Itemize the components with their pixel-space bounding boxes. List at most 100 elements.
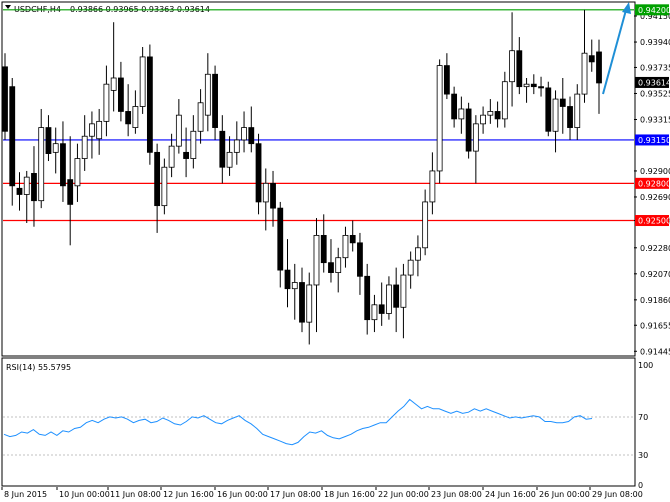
bull-candle-body <box>168 145 175 168</box>
candle <box>52 127 59 174</box>
candle <box>89 111 95 159</box>
bull-candle-body <box>74 158 81 187</box>
rsi-pane[interactable] <box>1 357 636 487</box>
bull-candle-body <box>52 143 59 153</box>
level-price-tag <box>635 134 669 146</box>
candle <box>306 272 313 345</box>
bull-candle-body <box>581 52 588 95</box>
candle <box>559 77 566 134</box>
price-pane[interactable] <box>1 1 636 357</box>
price-tick-label: 0.91655 <box>640 321 670 330</box>
rsi-level-0: 0 <box>638 481 643 490</box>
candle <box>313 218 320 333</box>
candle <box>38 108 45 209</box>
bull-candle-body <box>552 98 559 132</box>
candle <box>146 44 153 165</box>
bear-candle-body <box>277 207 284 271</box>
level-price-label: 0.92500 <box>638 217 670 226</box>
bear-candle-body <box>16 187 23 195</box>
bear-candle-body <box>284 269 291 290</box>
rsi-level-30: 30 <box>638 451 648 460</box>
price-tick-label: 0.92900 <box>640 167 670 176</box>
candle <box>262 168 269 231</box>
candle <box>219 115 226 184</box>
bull-candle-body <box>386 284 392 314</box>
candle <box>538 76 544 97</box>
candle <box>552 90 559 153</box>
bear-candle-body <box>545 87 552 132</box>
bull-candle-body <box>161 166 168 207</box>
time-tick-label: 24 Jun 16:00 <box>485 490 536 499</box>
time-tick-label: 12 Jun 16:00 <box>163 490 214 499</box>
candle <box>284 239 291 308</box>
candle <box>400 263 407 339</box>
bear-candle-body <box>219 130 226 168</box>
bull-candle-body <box>400 274 407 308</box>
time-tick-label: 22 Jun 00:00 <box>378 490 429 499</box>
level-price-label: 0.94200 <box>638 6 670 15</box>
time-tick-label: 8 Jun 2015 <box>4 490 47 499</box>
bull-candle-body <box>139 56 146 107</box>
trend-arrow-icon[interactable] <box>602 2 631 95</box>
support-resistance-lines[interactable] <box>3 9 634 222</box>
bear-candle-body <box>596 51 602 84</box>
candle <box>241 111 247 153</box>
candle <box>364 263 371 335</box>
bull-candle-body <box>458 108 465 120</box>
bull-candle-body <box>422 201 429 249</box>
candle <box>291 263 298 320</box>
candle <box>277 201 284 288</box>
candle <box>422 189 429 256</box>
price-level-labels: 0.94200 0.93150 0.92800 0.92500 0.93614 <box>635 4 670 227</box>
candle <box>328 239 334 283</box>
bear-candle-body <box>349 234 356 244</box>
candle <box>407 251 414 289</box>
candle <box>357 232 363 295</box>
bear-candle-body <box>212 73 218 128</box>
bear-candle-body <box>538 86 544 89</box>
candle <box>96 108 103 155</box>
candle <box>226 136 233 176</box>
bull-candle-body <box>233 139 240 153</box>
candle <box>596 39 602 114</box>
bull-candle-body <box>81 135 88 159</box>
bear-candle-body <box>465 108 472 152</box>
bull-candle-body <box>204 73 211 116</box>
bear-candle-body <box>183 151 189 159</box>
level-price-tag <box>635 215 669 227</box>
price-tick-label: 0.93315 <box>640 116 670 125</box>
bear-candle-body <box>393 284 400 308</box>
candle <box>118 61 124 122</box>
candle <box>175 99 182 154</box>
bull-candle-body <box>96 120 103 140</box>
bear-candle-body <box>443 65 450 95</box>
time-axis: 8 Jun 2015 10 Jun 00:00 11 Jun 08:00 12 Jun… <box>1 487 643 499</box>
bear-candle-body <box>494 111 501 120</box>
bull-candle-body <box>436 65 443 172</box>
bull-candle-body <box>262 182 269 203</box>
dropdown-triangle-icon[interactable] <box>5 5 11 9</box>
time-tick-label: 29 Jun 08:00 <box>592 490 643 499</box>
bull-candle-body <box>335 257 342 273</box>
bear-candle-body <box>31 173 37 202</box>
bull-candle-body <box>241 127 247 141</box>
candle <box>161 158 168 215</box>
bull-candle-body <box>342 234 349 259</box>
price-tick-label: 0.92690 <box>640 193 670 202</box>
bear-candle-body <box>320 234 327 264</box>
level-price-tag <box>635 4 669 16</box>
bull-candle-body <box>89 123 95 137</box>
candle <box>335 247 342 293</box>
bear-candle-body <box>559 98 566 107</box>
candle <box>299 267 305 333</box>
bull-candle-body <box>480 114 486 125</box>
bear-candle-body <box>378 304 385 314</box>
candle <box>415 235 421 277</box>
bull-candle-body <box>132 106 139 128</box>
time-tick-label: 17 Jun 08:00 <box>270 490 321 499</box>
bear-candle-body <box>125 111 132 125</box>
bull-candle-body <box>197 102 204 132</box>
bull-candle-body <box>501 81 508 120</box>
rsi-level-70: 70 <box>638 413 648 422</box>
